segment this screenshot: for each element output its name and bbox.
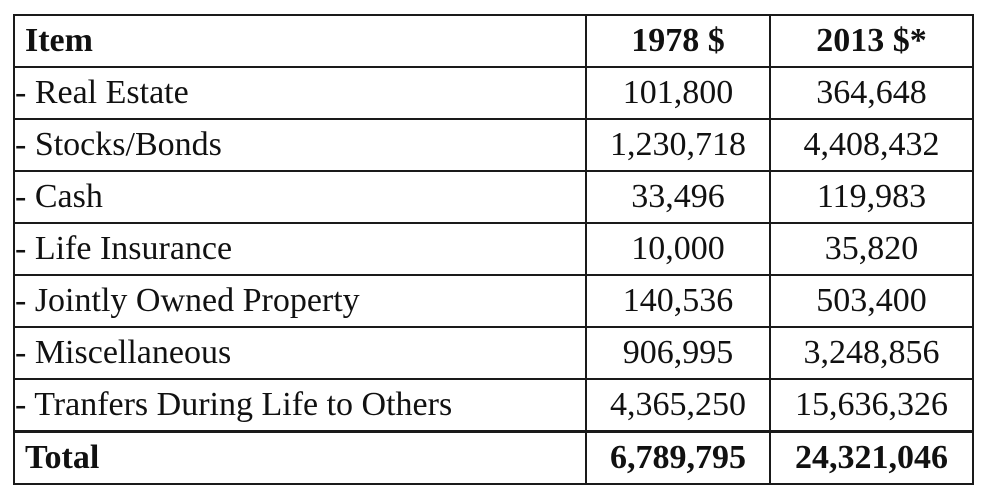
item-cell: - Miscellaneous [13,326,587,380]
header-item: Item [13,14,587,68]
table-row: - Real Estate 101,800 364,648 [13,66,974,120]
item-cell: - Cash [13,170,587,224]
item-cell: - Jointly Owned Property [13,274,587,328]
total-1978-cell: 6,789,795 [585,430,771,485]
value-2013-cell: 4,408,432 [769,118,974,172]
item-cell: - Stocks/Bonds [13,118,587,172]
item-cell: - Life Insurance [13,222,587,276]
table-header-row: Item 1978 $ 2013 $* [13,14,974,68]
item-cell: - Real Estate [13,66,587,120]
header-2013: 2013 $* [769,14,974,68]
total-2013-cell: 24,321,046 [769,430,974,485]
value-2013-cell: 15,636,326 [769,378,974,433]
value-1978-cell: 1,230,718 [585,118,771,172]
value-1978-cell: 906,995 [585,326,771,380]
table-row: - Stocks/Bonds 1,230,718 4,408,432 [13,118,974,172]
table-row: - Jointly Owned Property 140,536 503,400 [13,274,974,328]
value-2013-cell: 364,648 [769,66,974,120]
item-cell: - Tranfers During Life to Others [13,378,587,433]
value-1978-cell: 33,496 [585,170,771,224]
table-row: - Cash 33,496 119,983 [13,170,974,224]
total-label: Total [13,430,587,485]
value-2013-cell: 503,400 [769,274,974,328]
header-1978: 1978 $ [585,14,771,68]
value-1978-cell: 101,800 [585,66,771,120]
value-2013-cell: 119,983 [769,170,974,224]
table-row: - Tranfers During Life to Others 4,365,2… [13,378,974,433]
value-1978-cell: 10,000 [585,222,771,276]
estate-value-table: Item 1978 $ 2013 $* - Real Estate 101,80… [13,14,974,485]
value-1978-cell: 140,536 [585,274,771,328]
table-row: - Life Insurance 10,000 35,820 [13,222,974,276]
table-row: - Miscellaneous 906,995 3,248,856 [13,326,974,380]
value-2013-cell: 35,820 [769,222,974,276]
value-1978-cell: 4,365,250 [585,378,771,433]
total-row: Total 6,789,795 24,321,046 [13,430,974,485]
value-2013-cell: 3,248,856 [769,326,974,380]
